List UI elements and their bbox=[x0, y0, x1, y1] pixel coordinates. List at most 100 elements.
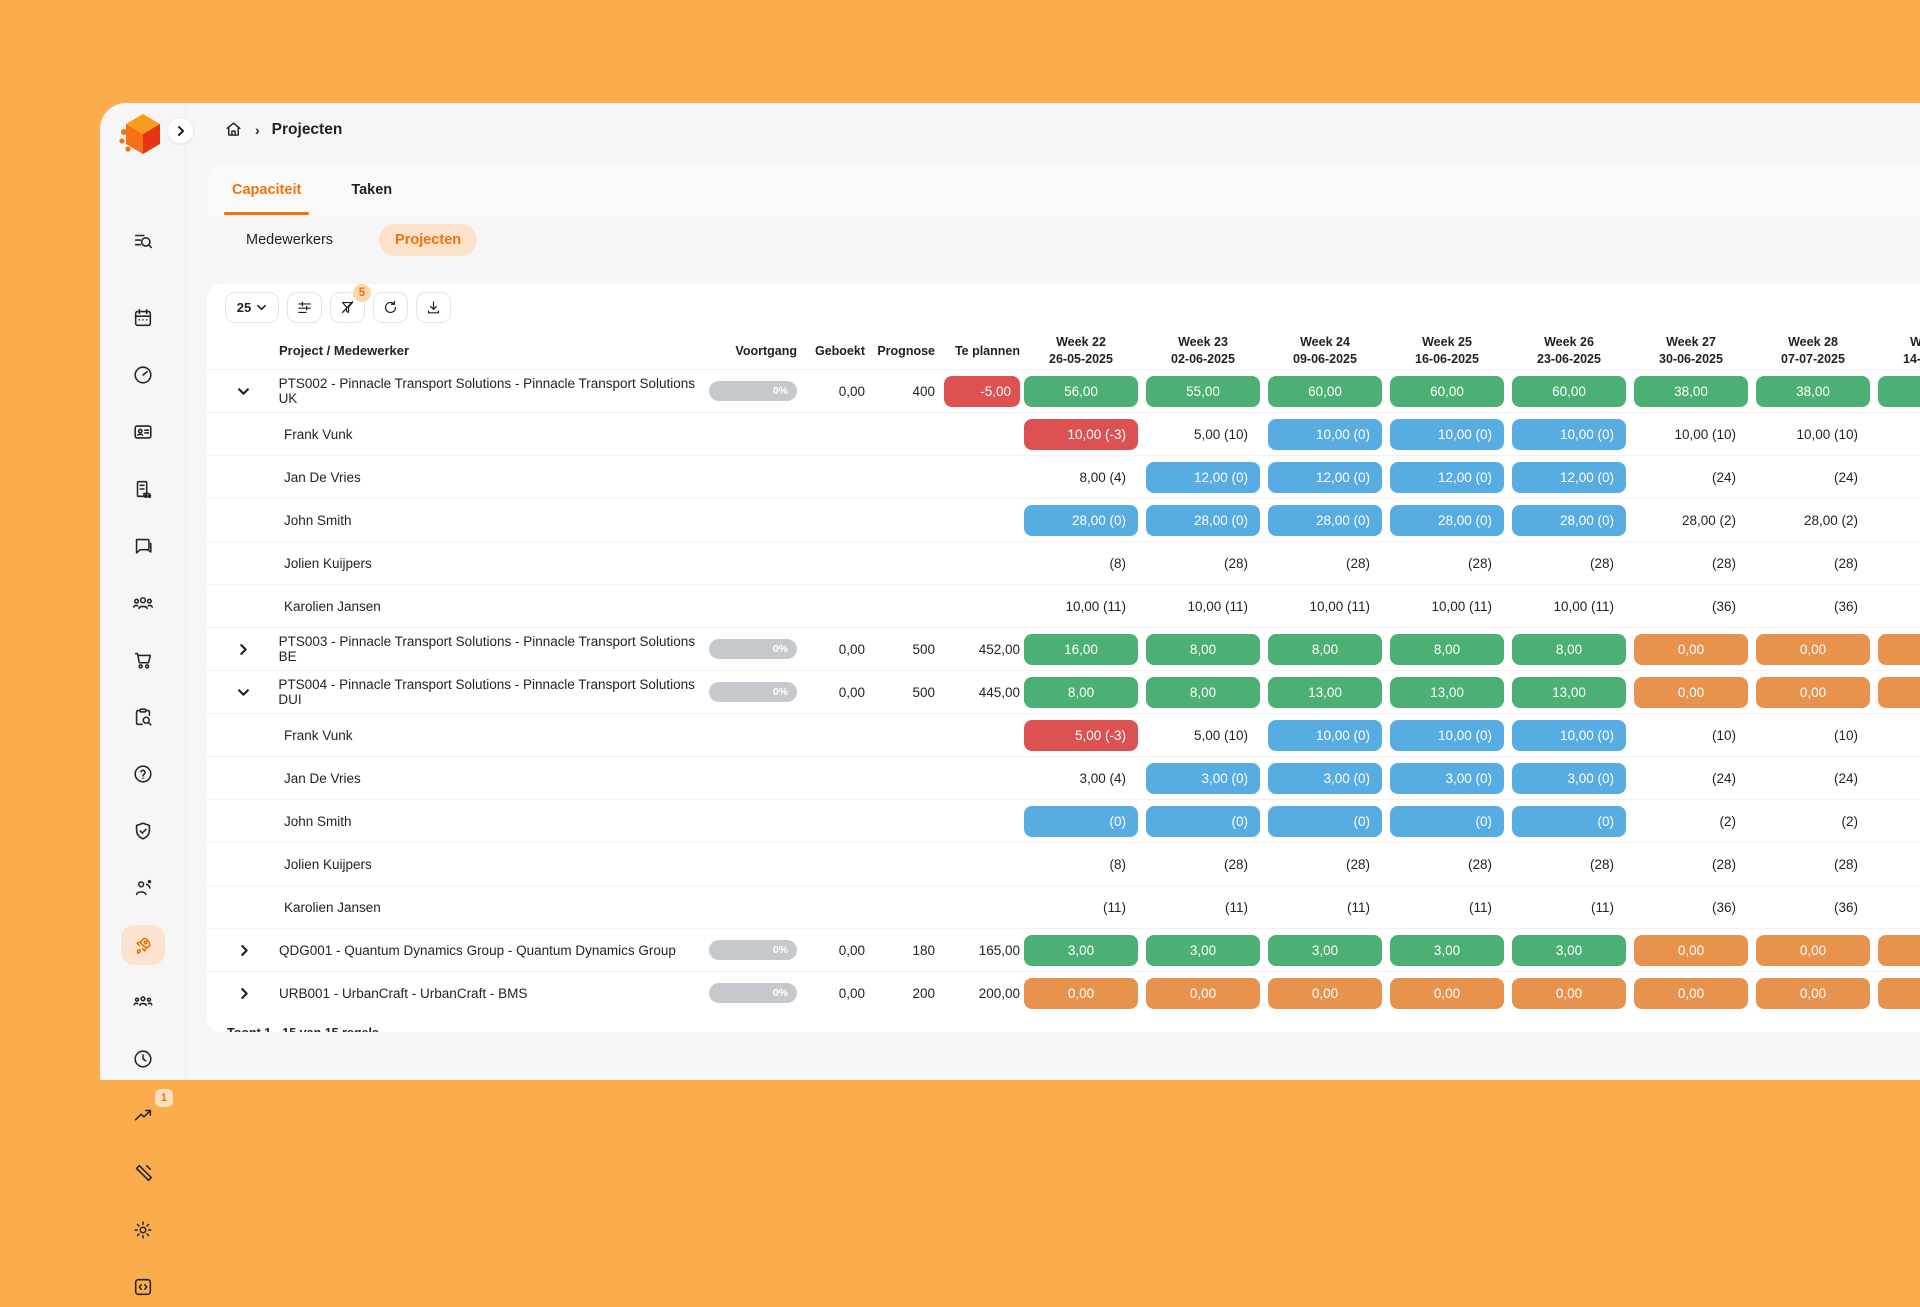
week-cell[interactable]: 12,00 (0) bbox=[1508, 456, 1630, 499]
week-cell[interactable]: 0,00 bbox=[1752, 671, 1874, 713]
sidebar-item-inspection[interactable] bbox=[121, 697, 165, 737]
week-value[interactable]: (11) bbox=[1142, 886, 1264, 929]
week-value[interactable]: 28,00 (2) bbox=[1752, 499, 1874, 542]
page-size-select[interactable]: 25 bbox=[225, 292, 279, 323]
row-name-cell[interactable]: Karolien Jansen bbox=[207, 886, 707, 929]
week-value[interactable]: (28) bbox=[1630, 542, 1752, 585]
week-value[interactable]: 8,00 (4) bbox=[1020, 456, 1142, 499]
row-name-cell[interactable]: John Smith bbox=[207, 800, 707, 843]
row-name-cell[interactable]: PTS003 - Pinnacle Transport Solutions - … bbox=[207, 628, 707, 670]
week-cell[interactable]: 55,00 bbox=[1142, 370, 1264, 412]
week-value[interactable]: (28) bbox=[1142, 542, 1264, 585]
week-cell[interactable]: 28,00 (0) bbox=[1264, 499, 1386, 542]
expand-chevron-icon[interactable] bbox=[235, 944, 253, 957]
sidebar-item-security[interactable] bbox=[121, 811, 165, 851]
week-value[interactable]: 10,00 (10) bbox=[1752, 413, 1874, 456]
week-value[interactable]: (28) bbox=[1508, 843, 1630, 886]
week-value[interactable]: (8) bbox=[1020, 843, 1142, 886]
week-cell[interactable]: 28,00 (0) bbox=[1142, 499, 1264, 542]
week-cell[interactable]: 0,00 bbox=[1752, 972, 1874, 1014]
week-value[interactable]: 10,00 (11) bbox=[1508, 585, 1630, 628]
week-cell[interactable]: 10,00 (0) bbox=[1508, 413, 1630, 456]
sidebar-item-help[interactable] bbox=[121, 754, 165, 794]
week-cell[interactable]: 16,00 bbox=[1020, 628, 1142, 670]
week-cell[interactable]: 60,00 bbox=[1264, 370, 1386, 412]
week-cell[interactable]: 28,00 (0) bbox=[1386, 499, 1508, 542]
week-cell[interactable] bbox=[1874, 671, 1920, 713]
week-cell[interactable]: 10,00 (0) bbox=[1386, 413, 1508, 456]
week-cell[interactable]: 28,00 (0) bbox=[1508, 499, 1630, 542]
row-name-cell[interactable]: Jolien Kuijpers bbox=[207, 843, 707, 886]
week-value[interactable]: (2) bbox=[1630, 800, 1752, 843]
expand-chevron-icon[interactable] bbox=[235, 385, 253, 398]
week-cell[interactable]: 13,00 bbox=[1508, 671, 1630, 713]
week-cell[interactable]: 60,00 bbox=[1508, 370, 1630, 412]
week-value[interactable]: (36) bbox=[1630, 886, 1752, 929]
row-name-cell[interactable]: PTS002 - Pinnacle Transport Solutions - … bbox=[207, 370, 707, 412]
week-value[interactable]: (11) bbox=[1508, 886, 1630, 929]
sidebar-item-time[interactable] bbox=[121, 1039, 165, 1079]
home-icon[interactable] bbox=[224, 120, 243, 139]
week-value[interactable]: (28) bbox=[1386, 542, 1508, 585]
week-cell[interactable]: 8,00 bbox=[1386, 628, 1508, 670]
tab-capaciteit[interactable]: Capaciteit bbox=[232, 165, 301, 215]
week-cell[interactable]: 3,00 bbox=[1142, 929, 1264, 971]
week-cell[interactable]: 10,00 (0) bbox=[1386, 714, 1508, 757]
week-cell[interactable]: 0,00 bbox=[1630, 929, 1752, 971]
week-cell[interactable]: 0,00 bbox=[1142, 972, 1264, 1014]
week-cell[interactable]: 3,00 bbox=[1020, 929, 1142, 971]
sidebar-item-hr[interactable] bbox=[121, 868, 165, 908]
subtab-projecten[interactable]: Projecten bbox=[379, 224, 477, 256]
week-value[interactable]: (28) bbox=[1508, 542, 1630, 585]
clear-filters-button[interactable]: 5 bbox=[330, 292, 365, 323]
week-value[interactable]: (11) bbox=[1264, 886, 1386, 929]
sidebar-item-search[interactable] bbox=[121, 221, 165, 261]
week-cell[interactable]: 13,00 bbox=[1264, 671, 1386, 713]
sidebar-item-developer[interactable] bbox=[121, 1267, 165, 1307]
week-cell[interactable]: 8,00 bbox=[1020, 671, 1142, 713]
week-value[interactable]: (2) bbox=[1752, 800, 1874, 843]
week-cell[interactable]: 3,00 (0) bbox=[1264, 757, 1386, 800]
week-cell[interactable]: 10,00 (0) bbox=[1264, 413, 1386, 456]
week-cell[interactable]: (0) bbox=[1142, 800, 1264, 843]
week-value[interactable]: (28) bbox=[1386, 843, 1508, 886]
row-name-cell[interactable]: Jan De Vries bbox=[207, 757, 707, 800]
week-cell[interactable]: 3,00 (0) bbox=[1142, 757, 1264, 800]
expand-chevron-icon[interactable] bbox=[235, 987, 253, 1000]
column-settings-button[interactable] bbox=[287, 292, 322, 323]
sidebar-item-orders[interactable] bbox=[121, 640, 165, 680]
week-cell[interactable]: 10,00 (-3) bbox=[1020, 413, 1142, 456]
week-cell[interactable] bbox=[1874, 929, 1920, 971]
row-name-cell[interactable]: Karolien Jansen bbox=[207, 585, 707, 628]
week-value[interactable]: (36) bbox=[1752, 886, 1874, 929]
week-value[interactable]: (28) bbox=[1264, 542, 1386, 585]
week-cell[interactable]: 0,00 bbox=[1386, 972, 1508, 1014]
sidebar-item-chat[interactable] bbox=[121, 526, 165, 566]
week-cell[interactable]: 10,00 (0) bbox=[1508, 714, 1630, 757]
week-value[interactable]: 10,00 (11) bbox=[1142, 585, 1264, 628]
row-name-cell[interactable]: John Smith bbox=[207, 499, 707, 542]
week-cell[interactable]: 8,00 bbox=[1142, 628, 1264, 670]
week-cell[interactable]: 3,00 bbox=[1264, 929, 1386, 971]
week-value[interactable]: (24) bbox=[1630, 757, 1752, 800]
sidebar-item-maintenance[interactable] bbox=[121, 1153, 165, 1193]
row-name-cell[interactable]: URB001 - UrbanCraft - UrbanCraft - BMS bbox=[207, 972, 707, 1014]
app-logo[interactable] bbox=[118, 108, 168, 165]
row-name-cell[interactable]: Frank Vunk bbox=[207, 413, 707, 456]
week-cell[interactable]: 3,00 (0) bbox=[1386, 757, 1508, 800]
week-cell[interactable]: (0) bbox=[1508, 800, 1630, 843]
week-cell[interactable]: 38,00 bbox=[1752, 370, 1874, 412]
week-cell[interactable] bbox=[1874, 972, 1920, 1014]
week-cell[interactable]: 28,00 (0) bbox=[1020, 499, 1142, 542]
week-value[interactable]: (24) bbox=[1630, 456, 1752, 499]
row-name-cell[interactable]: Jolien Kuijpers bbox=[207, 542, 707, 585]
week-cell[interactable] bbox=[1874, 370, 1920, 412]
week-cell[interactable]: 8,00 bbox=[1508, 628, 1630, 670]
week-cell[interactable]: 8,00 bbox=[1264, 628, 1386, 670]
week-value[interactable]: (28) bbox=[1142, 843, 1264, 886]
week-value[interactable]: 10,00 (11) bbox=[1264, 585, 1386, 628]
week-value[interactable]: (8) bbox=[1020, 542, 1142, 585]
row-name-cell[interactable]: PTS004 - Pinnacle Transport Solutions - … bbox=[207, 671, 707, 713]
week-cell[interactable]: 13,00 bbox=[1386, 671, 1508, 713]
week-value[interactable]: 3,00 (4) bbox=[1020, 757, 1142, 800]
